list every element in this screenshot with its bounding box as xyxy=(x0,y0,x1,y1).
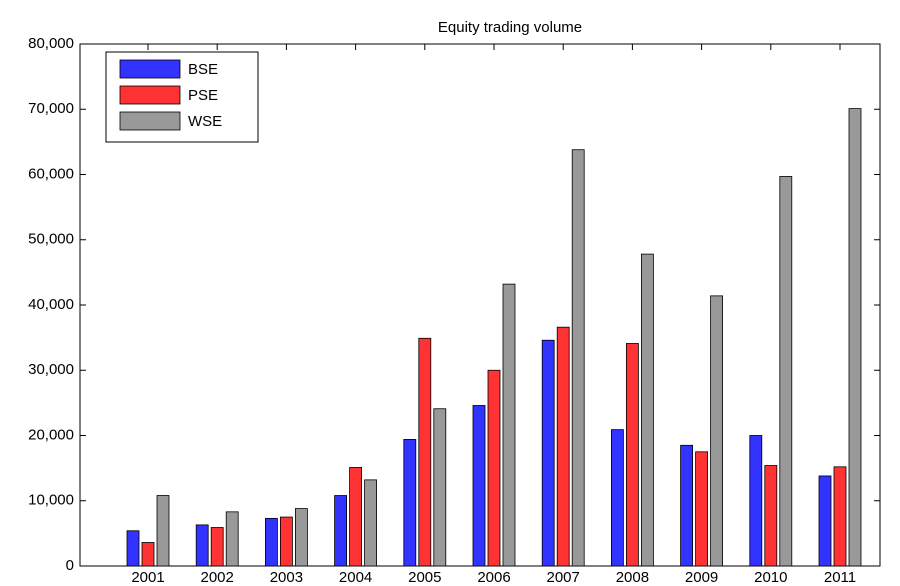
y-tick-label: 30,000 xyxy=(28,361,74,378)
x-tick-label: 2008 xyxy=(616,569,649,586)
bar xyxy=(571,149,585,567)
bar xyxy=(502,283,516,567)
bar xyxy=(541,339,555,567)
legend-swatch xyxy=(119,85,181,105)
bar xyxy=(695,451,708,567)
bar xyxy=(641,253,654,567)
bar xyxy=(556,326,570,567)
y-tick-label: 80,000 xyxy=(28,35,74,52)
bar xyxy=(487,369,501,567)
x-tick-label: 2003 xyxy=(270,569,303,586)
x-tick-label: 2005 xyxy=(408,569,441,586)
y-tick-label: 60,000 xyxy=(28,165,74,182)
bar xyxy=(433,408,447,567)
legend-label: WSE xyxy=(188,113,222,130)
y-tick-label: 0 xyxy=(66,557,74,574)
bar xyxy=(710,295,723,567)
legend-label: BSE xyxy=(188,61,218,78)
bar xyxy=(334,495,348,567)
bar xyxy=(294,508,308,567)
bar xyxy=(210,527,224,567)
legend-swatch xyxy=(119,111,181,131)
bar xyxy=(818,475,832,567)
bar xyxy=(848,108,862,567)
x-tick-label: 2002 xyxy=(201,569,234,586)
bar xyxy=(764,465,778,567)
y-tick-label: 50,000 xyxy=(28,231,74,248)
bar xyxy=(472,405,486,567)
x-tick-label: 2011 xyxy=(824,569,856,586)
bar xyxy=(156,495,170,567)
x-tick-label: 2006 xyxy=(477,569,510,586)
bar xyxy=(611,429,624,567)
x-tick-label: 2009 xyxy=(685,569,718,586)
legend-swatch xyxy=(119,59,181,79)
bar xyxy=(779,176,793,567)
bar xyxy=(403,439,417,567)
bar xyxy=(126,530,140,567)
bar xyxy=(364,479,378,567)
bar xyxy=(279,516,293,567)
bar xyxy=(833,466,847,567)
bar xyxy=(349,467,363,567)
y-tick-label: 20,000 xyxy=(28,426,74,443)
y-tick-label: 70,000 xyxy=(28,100,74,117)
bar xyxy=(225,511,239,567)
chart-title: Equity trading volume xyxy=(438,19,582,36)
x-tick-label: 2001 xyxy=(131,569,164,586)
legend-label: PSE xyxy=(188,87,218,104)
x-tick-label: 2007 xyxy=(547,569,580,586)
bar xyxy=(264,517,278,567)
bar xyxy=(749,435,763,567)
bar xyxy=(418,337,432,567)
x-tick-label: 2010 xyxy=(754,569,787,586)
bar xyxy=(680,444,693,567)
bar xyxy=(195,524,209,567)
bar xyxy=(141,542,155,567)
y-tick-label: 10,000 xyxy=(28,492,74,509)
bar xyxy=(626,343,639,567)
x-tick-label: 2004 xyxy=(339,569,372,586)
y-tick-label: 40,000 xyxy=(28,296,74,313)
